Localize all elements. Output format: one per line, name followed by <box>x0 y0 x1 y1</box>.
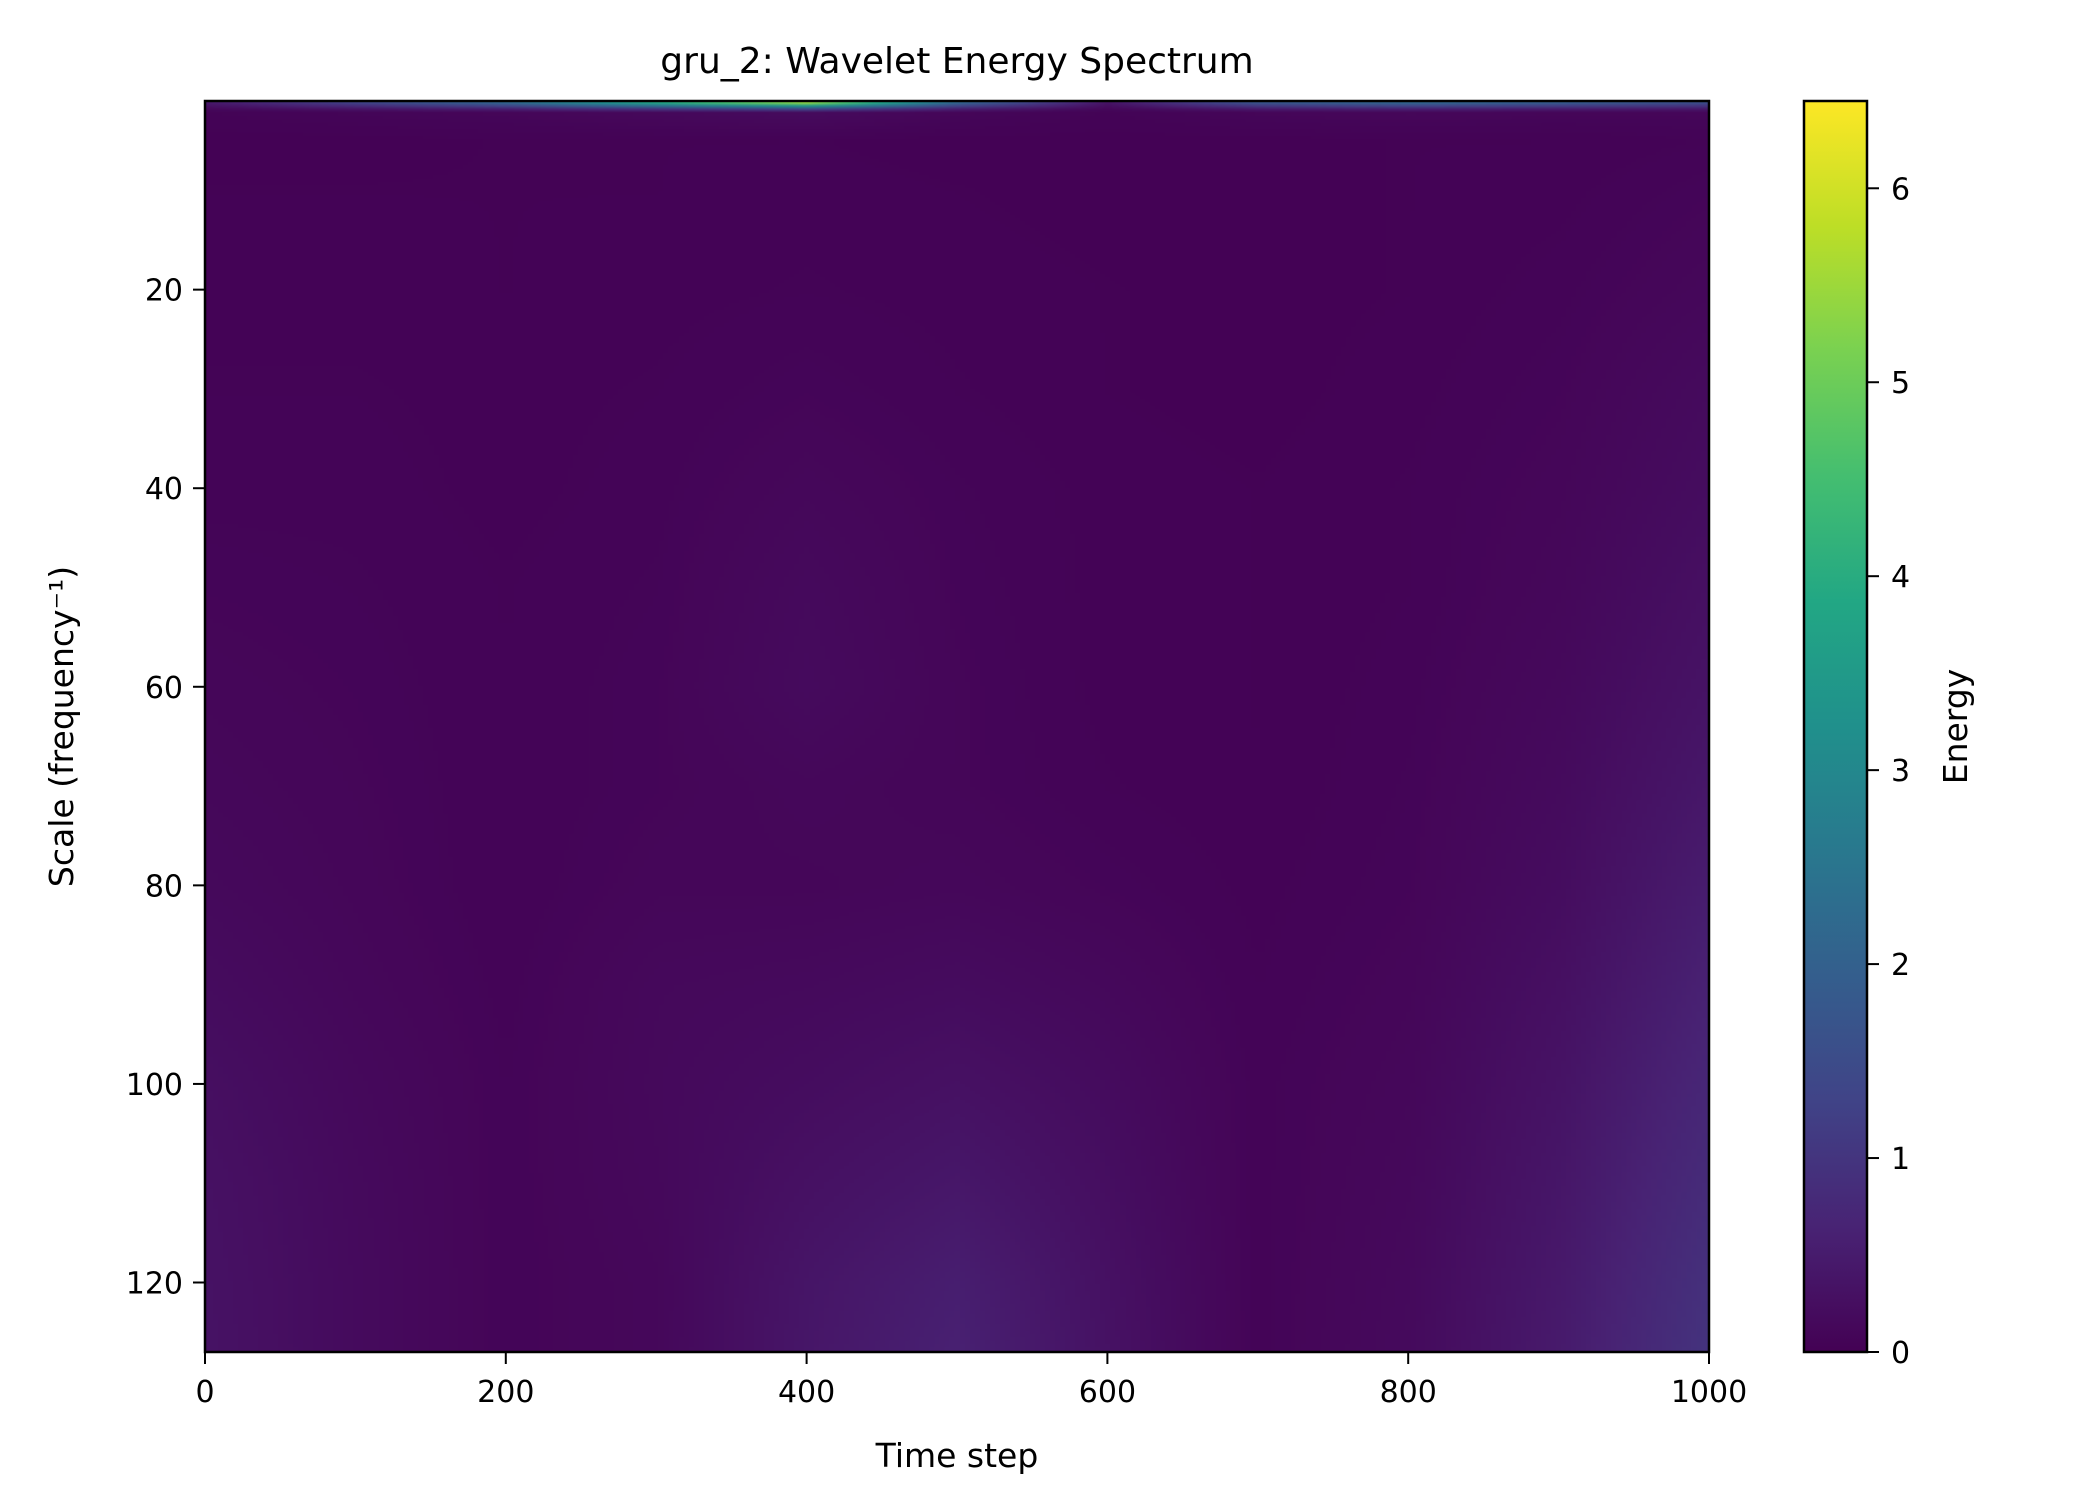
y-tick-label: 120 <box>126 1267 183 1302</box>
x-tick-label: 400 <box>778 1375 835 1410</box>
colorbar-label: Energy <box>1936 669 1975 785</box>
heatmap-raster <box>205 101 1709 1352</box>
colorbar-gradient <box>1804 101 1867 1352</box>
x-tick-label: 600 <box>1079 1375 1136 1410</box>
colorbar-tick-label: 3 <box>1891 754 1910 789</box>
colorbar-fill <box>1804 101 1867 1352</box>
colorbar-tick-label: 4 <box>1891 560 1910 595</box>
x-tick-label: 1000 <box>1671 1375 1747 1410</box>
colorbar-tick-label: 5 <box>1891 366 1910 401</box>
x-axis-label: Time step <box>875 1436 1039 1475</box>
y-tick-label: 20 <box>145 274 183 309</box>
y-tick-label: 100 <box>126 1068 183 1103</box>
y-tick-label: 60 <box>145 671 183 706</box>
plot-frame <box>203 99 1711 1354</box>
y-tick-label: 80 <box>145 869 183 904</box>
colorbar-axis: 0 1 2 3 4 5 6 <box>1867 172 1910 1371</box>
x-tick-label: 0 <box>195 1375 214 1410</box>
x-tick-label: 800 <box>1380 1375 1437 1410</box>
y-axis: 20 40 60 80 100 120 <box>126 274 205 1302</box>
colorbar-tick-label: 0 <box>1891 1336 1910 1371</box>
y-tick-label: 40 <box>145 472 183 507</box>
colorbar-tick-label: 2 <box>1891 948 1910 983</box>
y-axis-label: Scale (frequency⁻¹) <box>42 566 81 887</box>
heatmap-image <box>205 101 1709 1352</box>
colorbar-tick-label: 1 <box>1891 1142 1910 1177</box>
x-tick-label: 200 <box>477 1375 534 1410</box>
chart-title: gru_2: Wavelet Energy Spectrum <box>660 41 1253 82</box>
x-axis: 0 200 400 600 800 1000 <box>195 1352 1747 1410</box>
colorbar-frame <box>1802 99 1869 1354</box>
colorbar-tick-label: 6 <box>1891 172 1910 207</box>
